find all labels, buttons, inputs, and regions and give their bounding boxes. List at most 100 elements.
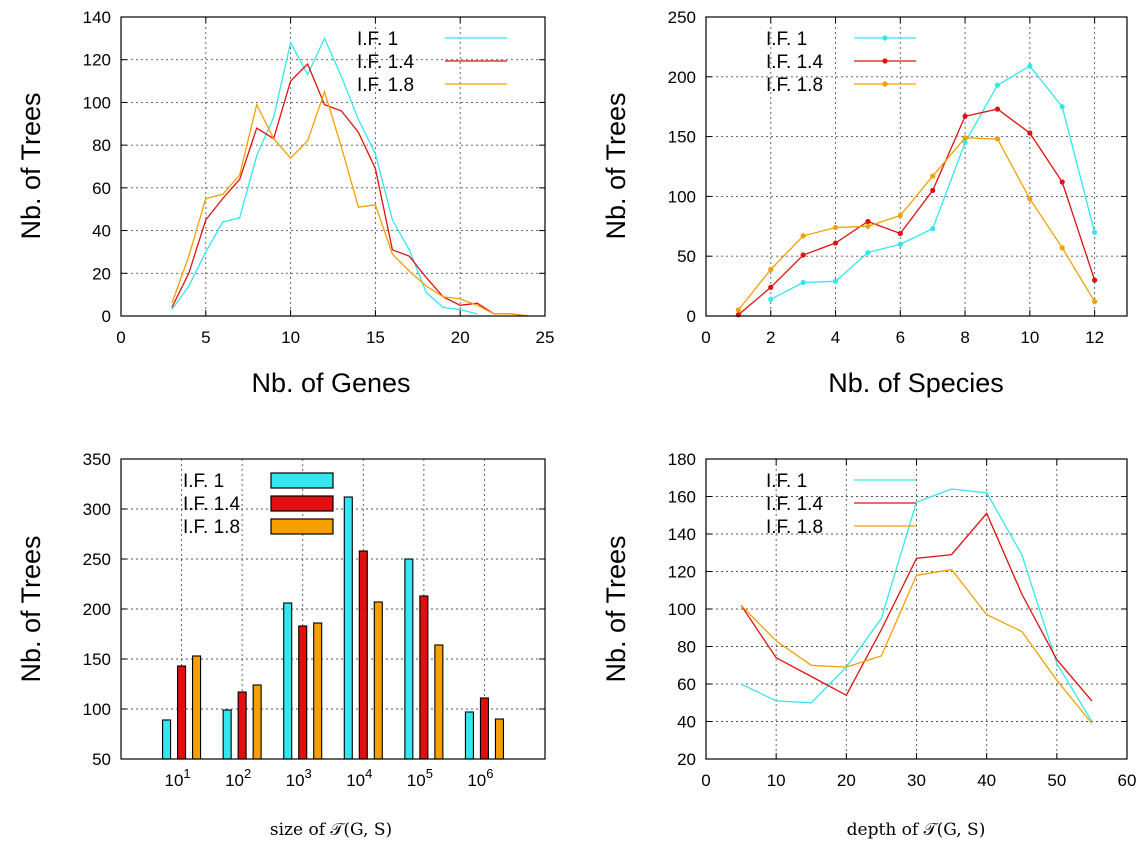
x-tick-label: 8 bbox=[960, 328, 969, 347]
legend-label: I.F. 1 bbox=[766, 29, 807, 50]
y-tick-label: 50 bbox=[677, 247, 696, 266]
data-point-1 bbox=[962, 139, 968, 146]
y-tick-label: 60 bbox=[92, 179, 111, 198]
data-point-3 bbox=[865, 223, 871, 229]
legend-swatch bbox=[270, 472, 334, 489]
y-axis-label: Nb. of Trees bbox=[16, 92, 46, 239]
y-tick-label: 20 bbox=[92, 264, 111, 283]
bar-3-2 bbox=[252, 684, 262, 760]
x-tick-label: 15 bbox=[366, 328, 385, 347]
y-tick-label: 80 bbox=[92, 136, 111, 155]
data-point-2 bbox=[1092, 277, 1098, 283]
y-tick-label: 20 bbox=[677, 750, 696, 769]
chart-panel-4: 20 40 60 80 100 120 140 160 180 0 10 20 30 40 50 60 I.F.… bbox=[601, 450, 1136, 840]
bar-1-3 bbox=[283, 602, 293, 760]
x-axis-label: Nb. of Genes bbox=[251, 368, 410, 398]
x-tick-base: 10 bbox=[407, 771, 426, 790]
x-tick-label: 12 bbox=[1085, 328, 1104, 347]
data-point-1 bbox=[768, 296, 774, 302]
series-line-2 bbox=[737, 108, 1096, 316]
y-tick-label: 120 bbox=[668, 563, 696, 582]
legend-label: I.F. 1.8 bbox=[766, 75, 823, 96]
legend-marker bbox=[882, 58, 888, 64]
x-axis-label: depth of 𝒯(G, S) bbox=[847, 820, 986, 840]
data-point-3 bbox=[735, 307, 741, 313]
data-point-1 bbox=[897, 241, 903, 247]
legend-marker bbox=[882, 81, 888, 87]
legend-label: I.F. 1.4 bbox=[357, 52, 414, 73]
legend-label: I.F. 1 bbox=[183, 471, 224, 492]
bar-3-1 bbox=[192, 655, 202, 760]
x-tick-base: 10 bbox=[164, 771, 183, 790]
y-tick-label: 120 bbox=[83, 51, 111, 70]
x-tick-label: 30 bbox=[907, 771, 926, 790]
bar-1-4 bbox=[343, 496, 353, 760]
x-tick-label: 50 bbox=[1047, 771, 1066, 790]
x-tick-exponent: 5 bbox=[426, 766, 433, 781]
y-tick-label: 100 bbox=[668, 600, 696, 619]
plot-frame bbox=[120, 458, 546, 760]
x-tick-exponent: 2 bbox=[244, 766, 251, 781]
data-point-3 bbox=[768, 266, 774, 272]
data-point-3 bbox=[962, 135, 968, 141]
bar-3-6 bbox=[494, 718, 504, 760]
data-point-1 bbox=[1092, 229, 1098, 235]
data-point-3 bbox=[897, 212, 903, 219]
x-tick-label: 103 bbox=[286, 766, 312, 790]
legend-label: I.F. 1.8 bbox=[183, 517, 240, 538]
y-tick-label: 50 bbox=[92, 750, 111, 769]
data-point-3 bbox=[1027, 196, 1033, 202]
data-point-2 bbox=[930, 187, 936, 194]
legend-swatch bbox=[270, 495, 334, 512]
bar-1-1 bbox=[162, 719, 172, 760]
x-tick-base: 10 bbox=[225, 771, 244, 790]
bar-2-1 bbox=[177, 665, 187, 760]
data-point-1 bbox=[800, 279, 806, 286]
x-tick-label: 60 bbox=[1118, 771, 1137, 790]
y-tick-label: 350 bbox=[83, 450, 111, 469]
data-point-3 bbox=[1059, 245, 1065, 251]
bar-1-2 bbox=[222, 709, 232, 760]
x-tick-exponent: 4 bbox=[365, 766, 372, 781]
data-point-3 bbox=[800, 233, 806, 239]
x-tick-label: 20 bbox=[451, 328, 470, 347]
data-point-3 bbox=[1092, 299, 1098, 305]
bar-2-2 bbox=[237, 691, 247, 760]
x-tick-label: 0 bbox=[116, 328, 125, 347]
plot-frame bbox=[705, 16, 1128, 317]
y-axis-label: Nb. of Trees bbox=[601, 92, 631, 239]
x-tick-label: 5 bbox=[201, 328, 210, 347]
y-tick-label: 0 bbox=[687, 307, 696, 326]
legend-swatch bbox=[270, 518, 334, 535]
plot-frame bbox=[120, 16, 546, 317]
data-point-2 bbox=[962, 113, 968, 119]
x-tick-label: 101 bbox=[164, 766, 190, 790]
y-tick-label: 80 bbox=[677, 638, 696, 657]
x-tick-base: 10 bbox=[467, 771, 486, 790]
y-tick-label: 180 bbox=[668, 450, 696, 469]
series-line-2 bbox=[171, 62, 529, 317]
legend-marker bbox=[882, 35, 888, 41]
y-tick-label: 250 bbox=[83, 550, 111, 569]
y-tick-label: 200 bbox=[668, 68, 696, 87]
legend-label: I.F. 1.8 bbox=[357, 75, 414, 96]
x-tick-label: 0 bbox=[701, 328, 710, 347]
y-tick-label: 40 bbox=[677, 713, 696, 732]
x-tick-label: 10 bbox=[767, 771, 786, 790]
data-point-2 bbox=[1059, 179, 1065, 185]
series-line-1 bbox=[740, 488, 1093, 722]
data-point-1 bbox=[832, 278, 839, 284]
data-point-1 bbox=[1059, 104, 1065, 110]
bar-3-4 bbox=[373, 601, 383, 760]
data-point-1 bbox=[865, 250, 871, 256]
x-tick-exponent: 1 bbox=[183, 766, 190, 781]
legend-label: I.F. 1.8 bbox=[766, 517, 823, 538]
series-line-3 bbox=[737, 137, 1096, 311]
x-tick-exponent: 6 bbox=[486, 766, 493, 781]
y-tick-label: 300 bbox=[83, 500, 111, 519]
plot-frame bbox=[705, 458, 1128, 760]
legend-label: I.F. 1.4 bbox=[183, 494, 240, 515]
